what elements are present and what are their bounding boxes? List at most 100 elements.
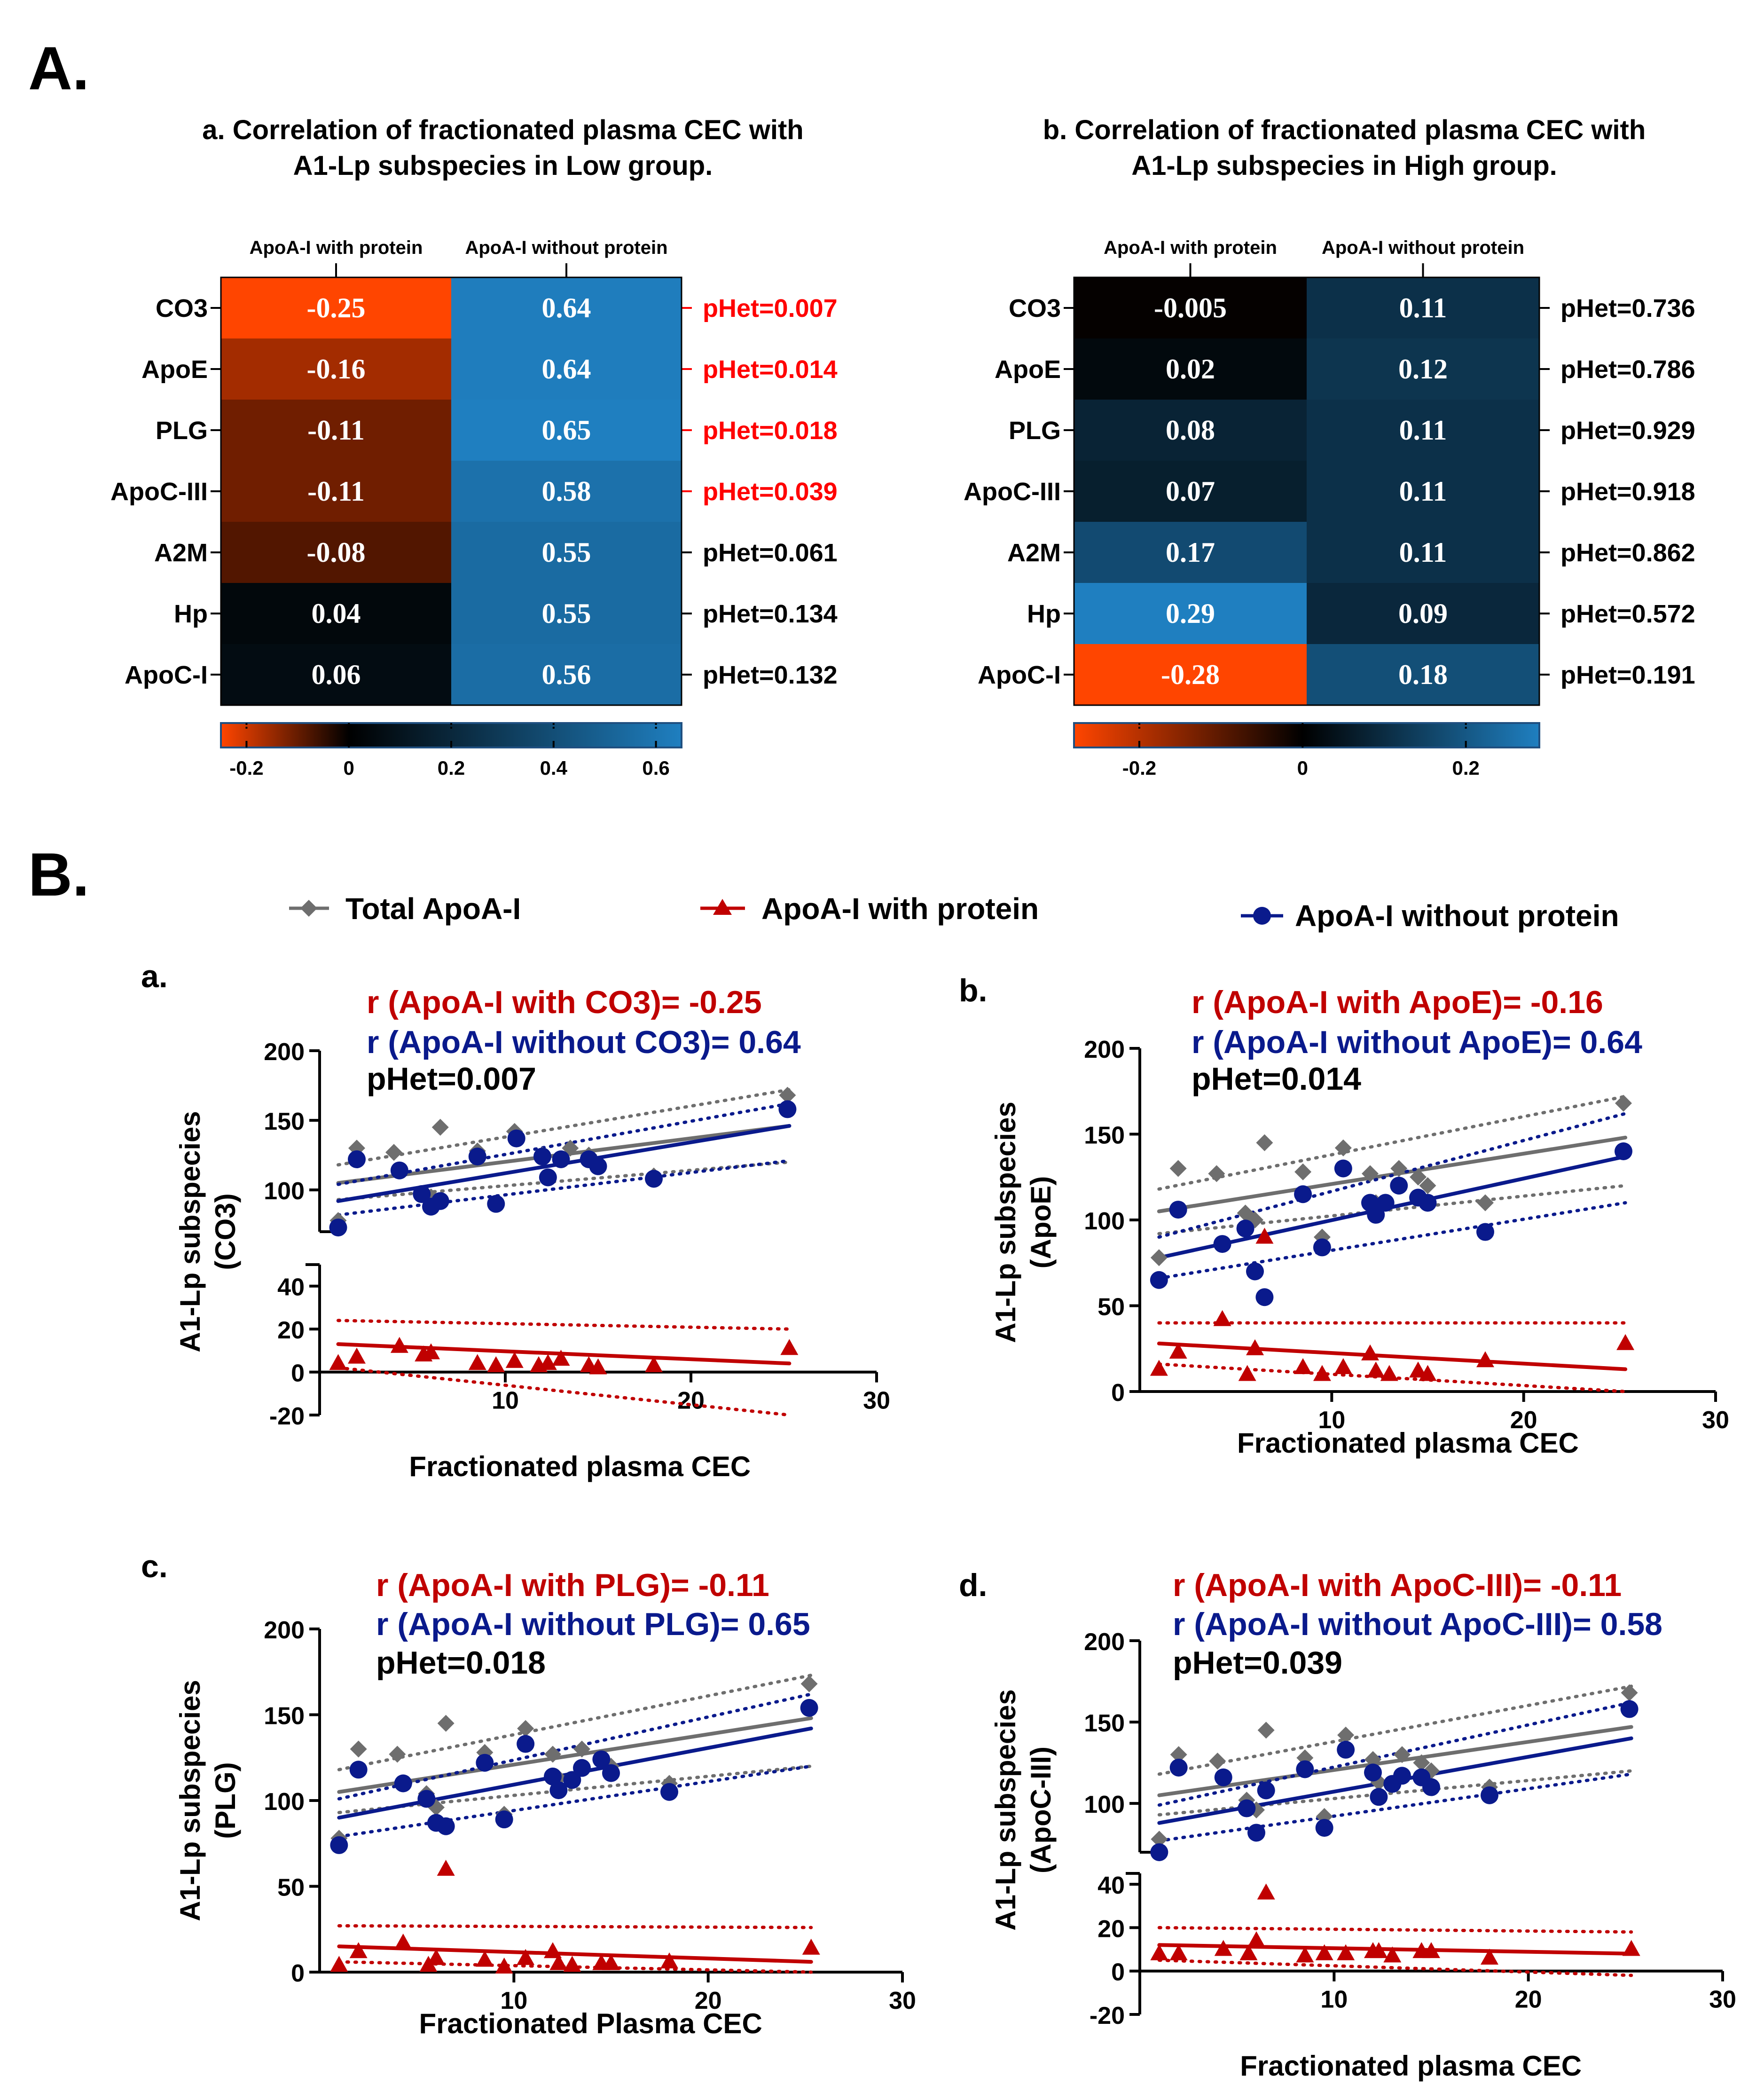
confidence-band-upper [337, 1924, 813, 1929]
legend-without-protein: ApoA-I without protein [1241, 899, 1619, 933]
data-point-without-protein [476, 1754, 494, 1772]
column-header: ApoA-I with protein [1104, 237, 1277, 258]
data-point-total [1394, 1746, 1411, 1763]
data-point-with-protein [602, 1954, 620, 1970]
scatter-panel-a: a. r (ApoA-I with CO3)= -0.25 r (ApoA-I wi… [141, 959, 890, 1482]
column-header: ApoA-I with protein [250, 237, 423, 258]
confidence-band-upper [337, 1674, 813, 1771]
confidence-band-upper [1157, 1112, 1627, 1239]
y-axis-label: A1-Lp subspecies (CO3) [174, 1111, 241, 1353]
confidence-band-upper [337, 1319, 791, 1331]
subpanel-letter: b. [959, 973, 987, 1008]
cell-value: 0.65 [542, 415, 591, 446]
data-point-with-protein [589, 1358, 607, 1375]
confidence-band-upper [1157, 1926, 1633, 1934]
scatter-panel-b: b. r (ApoA-I with ApoE)= -0.16 r (ApoA-I w… [959, 973, 1729, 1459]
data-point-without-protein [1257, 1781, 1275, 1800]
cell-value: -0.005 [1154, 292, 1227, 323]
y-axis-label-line2: (CO3) [210, 1193, 241, 1270]
x-axis-label: Fractionated plasma CEC [1237, 1427, 1579, 1459]
data-point-without-protein [1393, 1767, 1411, 1785]
data-point-total [1362, 1165, 1379, 1182]
data-point-total [779, 1086, 796, 1104]
data-point-total [1151, 1831, 1168, 1848]
cell-value: 0.58 [542, 476, 591, 507]
data-point-total [1410, 1168, 1427, 1186]
x-tick-label: 10 [500, 1987, 527, 2014]
data-point-without-protein [778, 1100, 797, 1118]
regression-line [1157, 1943, 1633, 1956]
cell-value: 0.17 [1166, 537, 1215, 568]
data-point-without-protein [390, 1161, 408, 1180]
confidence-band-upper [1157, 1094, 1627, 1191]
subpanel-letter: d. [959, 1567, 987, 1603]
data-point-with-protein [544, 1942, 562, 1958]
confidence-band-lower [1157, 1772, 1633, 1843]
heatmap-cell [1307, 583, 1540, 645]
data-point-total [1256, 1134, 1273, 1151]
heatmap-cell [221, 277, 452, 339]
data-point-without-protein [1476, 1223, 1494, 1241]
data-point-without-protein [437, 1817, 455, 1835]
data-point-with-protein [348, 1347, 366, 1364]
x-tick-label: 10 [1318, 1407, 1345, 1434]
y-tick-label: 200 [264, 1038, 305, 1066]
data-point-with-protein [1476, 1351, 1494, 1368]
colorbar-tick-label: 0.4 [540, 757, 568, 779]
y-tick-label: -20 [269, 1403, 305, 1430]
cell-value: 0.11 [1399, 415, 1447, 446]
data-point-total [1419, 1177, 1436, 1194]
data-point-total [1337, 1726, 1355, 1744]
heatmap-cell [221, 400, 452, 461]
y-tick-label: 0 [291, 1960, 305, 1987]
legend-without-label: ApoA-I without protein [1295, 899, 1619, 933]
data-point-total [1294, 1163, 1312, 1180]
phet-label: pHet=0.572 [1560, 600, 1695, 628]
row-label: A2M [1007, 539, 1061, 567]
colorbar-tick-label: 0.2 [1452, 757, 1479, 779]
heatmap-cell [1307, 338, 1540, 400]
data-point-without-protein [1315, 1819, 1333, 1837]
confidence-band-lower [337, 1160, 791, 1202]
data-point-total [1615, 1094, 1632, 1112]
data-point-with-protein [1380, 1365, 1398, 1381]
cell-value: 0.08 [1166, 415, 1215, 446]
column-header: ApoA-I without protein [1322, 237, 1524, 258]
data-point-without-protein [800, 1699, 818, 1717]
data-point-with-protein [1257, 1883, 1275, 1900]
heatmap-b-title-line1: b. Correlation of fractionated plasma CE… [1043, 115, 1646, 145]
heatmap-a-cells: ApoA-I with protein ApoA-I without protei… [110, 237, 838, 779]
data-point-with-protein [517, 1949, 535, 1965]
heatmap-cell [221, 522, 452, 583]
data-point-without-protein [573, 1759, 591, 1777]
colorbar-tick-label: 0 [1297, 757, 1308, 779]
data-point-total [431, 1118, 449, 1136]
data-point-total [1257, 1722, 1275, 1739]
cell-value: 0.04 [312, 598, 361, 629]
phet-label: pHet=0.061 [703, 539, 838, 567]
data-point-total [1169, 1160, 1187, 1177]
cell-value: 0.29 [1166, 598, 1215, 629]
diamond-marker-icon [300, 900, 317, 917]
data-point-without-protein [349, 1761, 368, 1779]
heatmap-cell [451, 644, 682, 706]
data-point-with-protein [437, 1860, 455, 1876]
data-point-without-protein [1236, 1219, 1254, 1238]
data-point-with-protein [1239, 1944, 1258, 1960]
x-tick-label: 20 [1515, 1986, 1542, 2013]
data-point-total [1364, 1751, 1381, 1768]
row-label: ApoE [141, 355, 208, 384]
phet-label: pHet=0.918 [1560, 478, 1695, 506]
data-point-without-protein [1213, 1235, 1231, 1253]
correlation-annotation: pHet=0.014 [1192, 1061, 1361, 1097]
x-tick-label: 30 [1702, 1407, 1729, 1434]
x-axis-label: Fractionated plasma CEC [1240, 2050, 1582, 2082]
data-point-without-protein [1313, 1238, 1331, 1257]
row-label: Hp [174, 600, 208, 628]
cell-value: 0.56 [542, 659, 591, 690]
data-point-without-protein [1364, 1763, 1382, 1782]
phet-label: pHet=0.862 [1560, 539, 1695, 567]
data-point-with-protein [1334, 1358, 1352, 1374]
data-point-without-protein [495, 1810, 513, 1829]
y-tick-label: 200 [1084, 1036, 1125, 1063]
